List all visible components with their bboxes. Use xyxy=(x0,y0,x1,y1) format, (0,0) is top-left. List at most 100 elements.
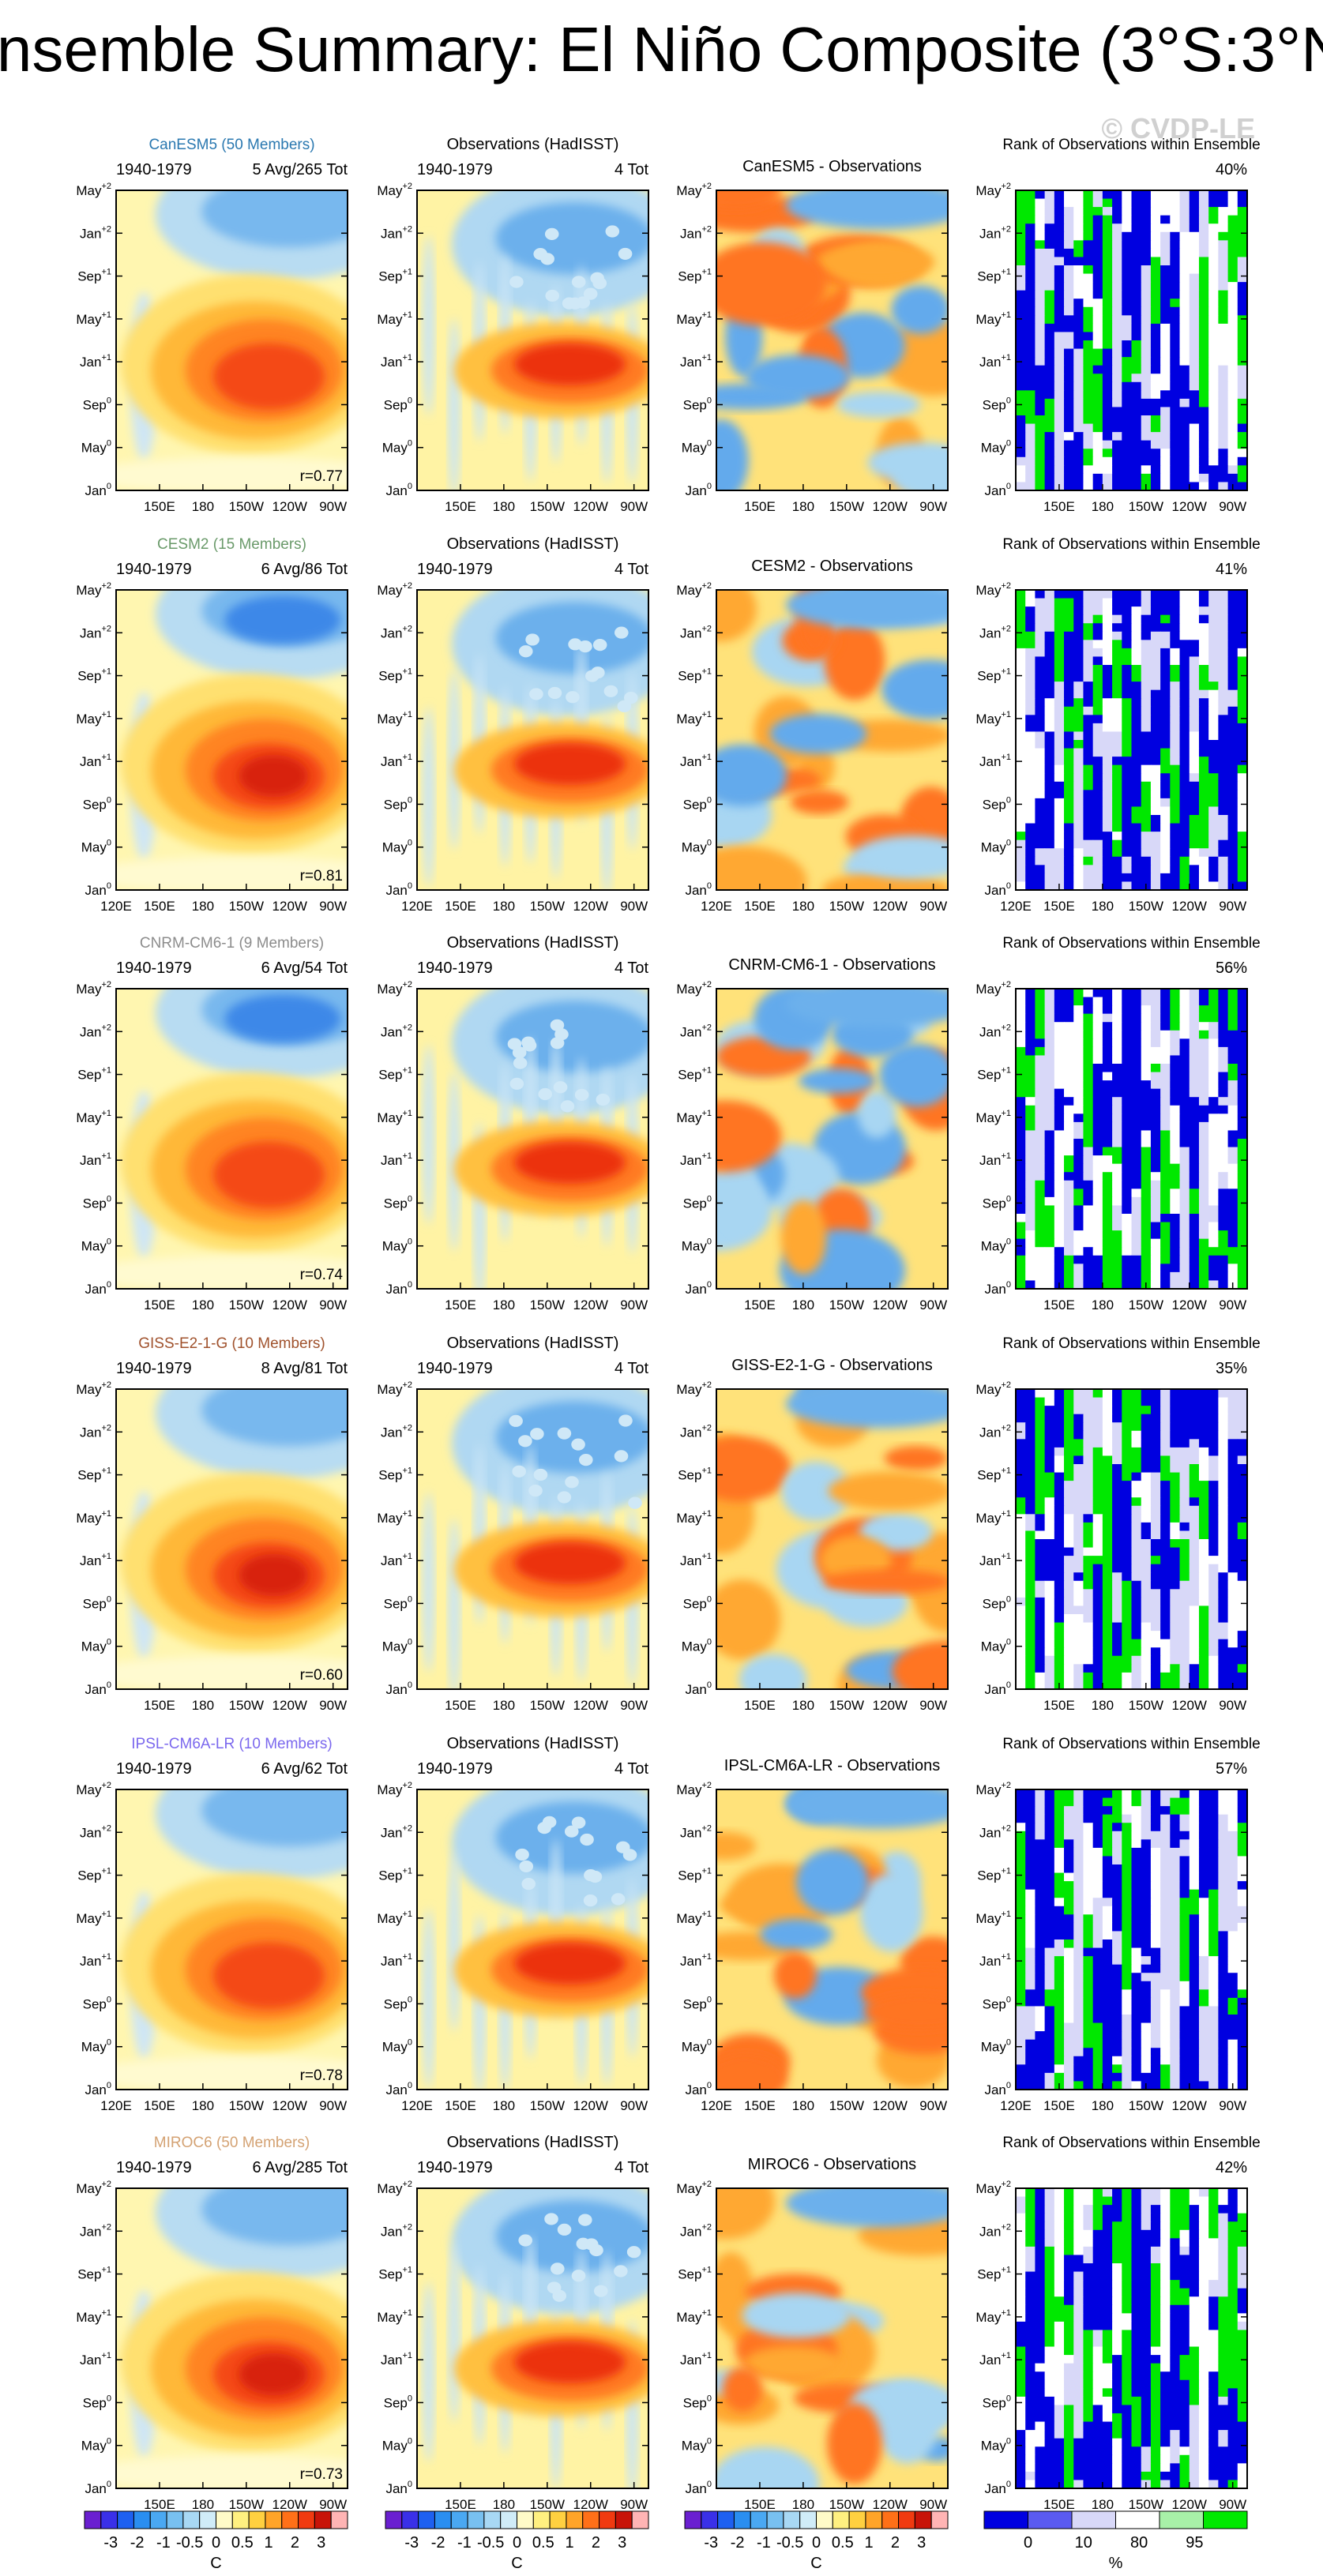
rank-cell xyxy=(1198,1105,1209,1114)
rank-cell xyxy=(1044,839,1055,849)
y-tick-sup: 0 xyxy=(408,839,412,848)
y-tick-month: May xyxy=(377,1511,403,1526)
rank-cell xyxy=(1218,415,1229,425)
rank-cell xyxy=(1141,1539,1152,1549)
rank-cell xyxy=(1208,299,1219,308)
rank-cell xyxy=(1141,748,1152,757)
y-tick-label: Jan+2 xyxy=(381,1823,412,1840)
rank-cell xyxy=(1064,1422,1074,1432)
rank-cell xyxy=(1016,606,1026,616)
rank-cell xyxy=(1179,1172,1190,1181)
rank-cell xyxy=(1035,1030,1046,1039)
y-tick-sup: 0 xyxy=(107,1594,111,1604)
rank-cell xyxy=(1218,1105,1229,1114)
rank-cell xyxy=(1160,865,1171,874)
rank-cell xyxy=(1064,248,1074,257)
rank-cell xyxy=(1198,848,1209,858)
rank-cell xyxy=(1189,1005,1200,1015)
x-tick-label: 150E xyxy=(1043,499,1075,514)
rank-cell xyxy=(1198,798,1209,807)
rank-cell xyxy=(1198,1121,1209,1131)
rank-cell xyxy=(1102,1205,1113,1215)
rank-cell xyxy=(1073,1564,1084,1573)
rank-cell xyxy=(1141,1447,1152,1456)
rank-cell xyxy=(1189,1188,1200,1198)
contour-fill xyxy=(588,1870,603,1883)
rank-cell xyxy=(1064,1222,1074,1231)
rank-cell xyxy=(1016,856,1026,866)
y-tick-sup: +1 xyxy=(701,667,712,677)
rank-cell xyxy=(1044,1271,1055,1281)
rank-cell xyxy=(1189,1589,1200,1598)
rank-cell xyxy=(1083,1121,1094,1131)
rank-cell xyxy=(1141,240,1152,250)
rank-cell xyxy=(1102,648,1113,657)
rank-cell xyxy=(1025,1564,1035,1573)
rank-cell xyxy=(1054,456,1065,466)
rank-cell xyxy=(1208,715,1219,724)
rank-cell xyxy=(1218,731,1229,741)
rank-cell xyxy=(1218,1639,1229,1648)
rank-cell xyxy=(1035,773,1046,783)
rank-cell xyxy=(1227,1647,1238,1657)
y-tick-month: Jan xyxy=(381,1153,402,1168)
rank-cell xyxy=(1227,1414,1238,1423)
y-tick-label: Sep+1 xyxy=(378,268,412,284)
y-tick-sup: 0 xyxy=(408,795,412,805)
rank-cell xyxy=(1122,1172,1132,1181)
rank-cell xyxy=(1141,1088,1152,1098)
rank-cell xyxy=(1189,673,1200,682)
rank-cell xyxy=(1150,715,1161,724)
rank-cell xyxy=(1160,832,1171,841)
contour-fill xyxy=(423,235,434,416)
y-tick-month: May xyxy=(377,982,403,997)
rank-cell xyxy=(1054,832,1065,841)
rank-cell xyxy=(1025,1255,1035,1264)
rank-cell xyxy=(1141,1622,1152,1632)
rank-cell xyxy=(1025,215,1035,224)
rank-cell xyxy=(1208,1163,1219,1173)
rank-cell xyxy=(1035,764,1046,774)
y-tick-month: Jan xyxy=(979,1153,1001,1168)
y-tick-month: May xyxy=(76,1511,102,1526)
rank-cell xyxy=(1227,1013,1238,1023)
rank-cell xyxy=(1083,1797,1094,1807)
y-tick-sup: 0 xyxy=(107,795,111,805)
rank-cell xyxy=(1198,1271,1209,1281)
rank-cell xyxy=(1150,415,1161,425)
rank-cell xyxy=(1189,614,1200,624)
rank-cell xyxy=(1035,698,1046,708)
rank-cell xyxy=(1064,257,1074,266)
rank-cell xyxy=(1150,1222,1161,1231)
rank-cell xyxy=(1179,1255,1190,1264)
rank-cell xyxy=(1179,456,1190,466)
y-tick-month: Jan xyxy=(680,754,701,769)
rank-cell xyxy=(1160,798,1171,807)
y-tick-label: Jan+1 xyxy=(680,1151,712,1168)
rank-cell xyxy=(1025,1038,1035,1048)
rank-cell xyxy=(1179,282,1190,291)
rank-cell xyxy=(1237,1172,1247,1181)
rank-cell xyxy=(1227,781,1238,790)
rank-cell xyxy=(1025,340,1035,350)
rank-cell xyxy=(1160,465,1171,475)
rank-cell xyxy=(1054,398,1065,407)
y-tick-month: Sep xyxy=(977,1068,1001,1083)
rank-cell xyxy=(1044,440,1055,449)
rank-cell xyxy=(1189,1655,1200,1665)
rank-cell xyxy=(1160,648,1171,657)
rank-cell xyxy=(1092,207,1103,216)
y-tick-label: Jan+1 xyxy=(80,1552,111,1568)
contour-fill xyxy=(448,1851,460,2032)
rank-cell xyxy=(1064,1147,1074,1156)
rank-cell xyxy=(1044,598,1055,607)
rank-cell xyxy=(1035,706,1046,715)
rank-cell xyxy=(1131,1489,1142,1498)
rank-cell xyxy=(1035,1055,1046,1065)
rank-cell xyxy=(1198,856,1209,866)
rank-cell xyxy=(1131,1806,1142,1816)
rank-cell xyxy=(1150,798,1161,807)
rank-cell xyxy=(1044,1147,1055,1156)
rank-cell xyxy=(1016,1481,1026,1490)
rank-cell xyxy=(1150,1489,1161,1498)
